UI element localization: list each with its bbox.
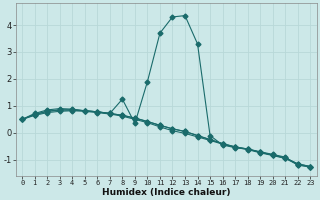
X-axis label: Humidex (Indice chaleur): Humidex (Indice chaleur)	[102, 188, 230, 197]
